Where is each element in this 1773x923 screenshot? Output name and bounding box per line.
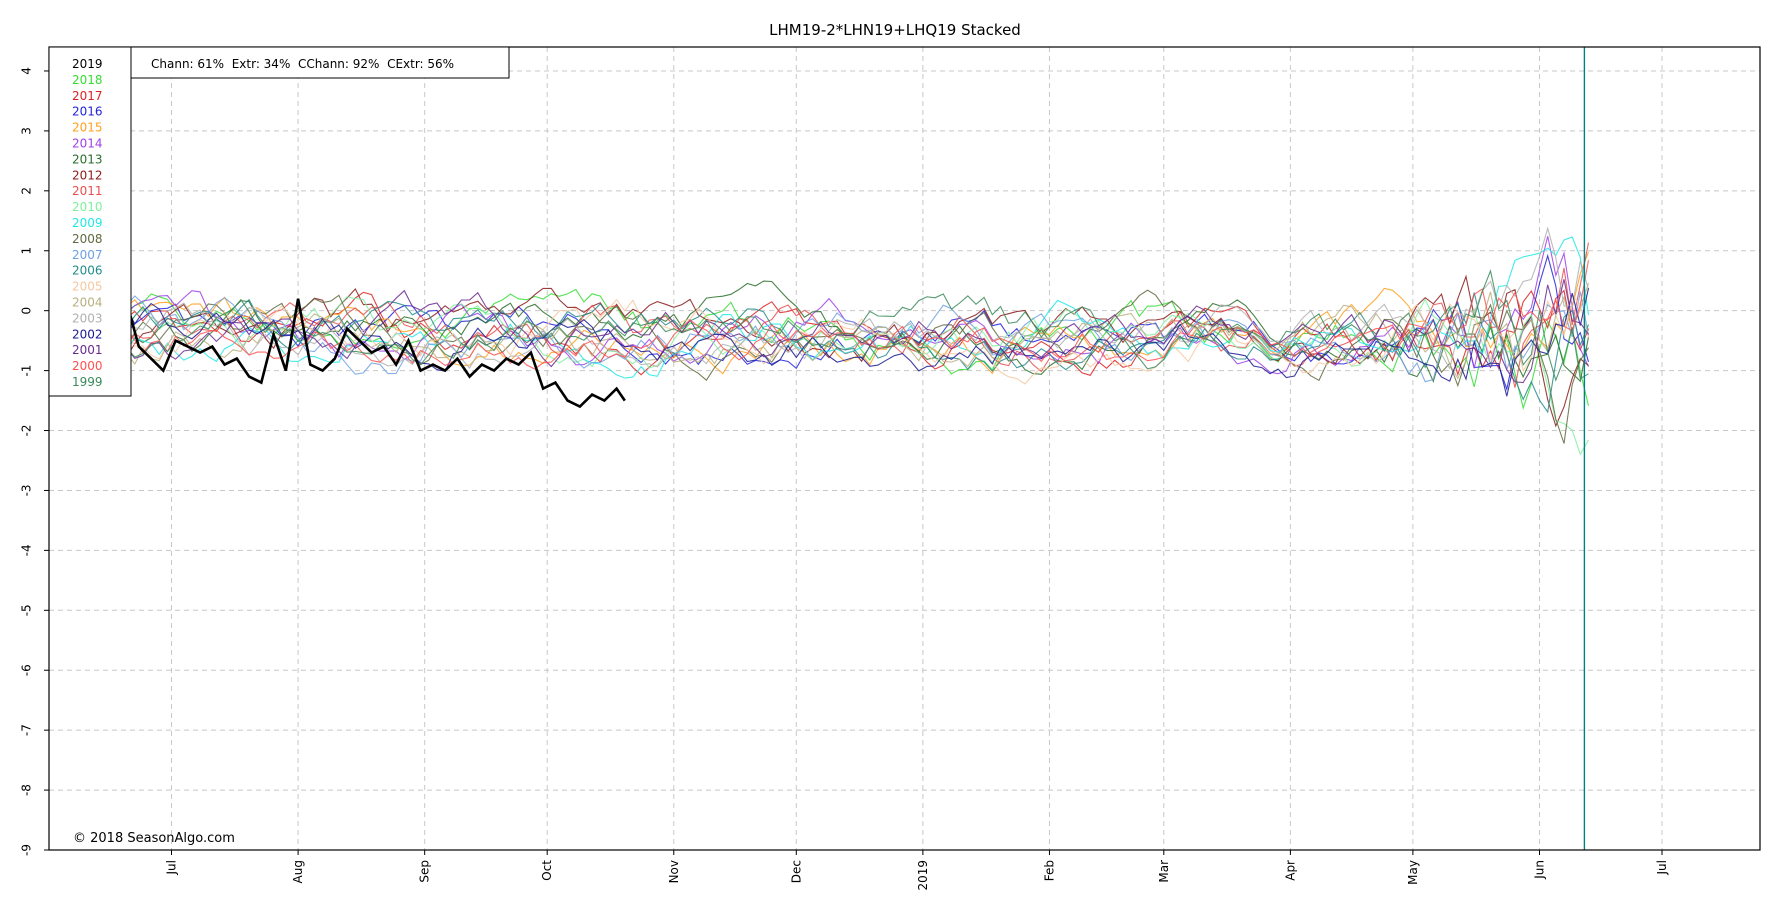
x-tick-label: Mar	[1157, 860, 1171, 883]
x-tick-label: Oct	[540, 860, 554, 881]
legend-entry-2003: 2003	[72, 311, 103, 325]
copyright-text: © 2018 SeasonAlgo.com	[73, 831, 235, 846]
x-tick-label: Aug	[291, 860, 305, 883]
stats-text: Chann: 61% Extr: 34% CChann: 92% CExtr: …	[151, 57, 454, 71]
legend-entry-2019: 2019	[72, 57, 103, 71]
legend-entry-2013: 2013	[72, 152, 103, 166]
legend-entry-2008: 2008	[72, 232, 103, 246]
y-tick-label: -1	[20, 365, 34, 377]
y-tick-label: 1	[20, 247, 34, 255]
series-line-2015	[85, 251, 1590, 375]
y-tick-label: -9	[20, 844, 34, 856]
series-line-1999	[85, 269, 1589, 382]
legend-entry-2001: 2001	[72, 343, 103, 357]
y-tick-label: -4	[20, 544, 34, 556]
x-tick-label: May	[1406, 860, 1420, 885]
legend-entry-2018: 2018	[72, 73, 103, 87]
y-tick-label: 4	[20, 67, 34, 75]
legend-entry-2010: 2010	[72, 200, 103, 214]
series-line-2005	[85, 294, 1590, 385]
x-tick-label: Nov	[667, 860, 681, 883]
x-axis: Jul Aug Sep Oct Nov Dec 2019 Feb Mar Apr May Jun Jul	[165, 850, 1669, 891]
stats-box: Chann: 61% Extr: 34% CChann: 92% CExtr: …	[130, 46, 510, 79]
y-tick-label: -5	[20, 604, 34, 616]
legend-entry-2014: 2014	[72, 137, 103, 151]
legend-entry-2017: 2017	[72, 89, 103, 103]
legend-entry-2009: 2009	[72, 216, 103, 230]
y-axis: 4 3 2 1 0 -1 -2 -3 -4 -5 -6 -7 -8 -9	[20, 67, 49, 856]
legend-entry-2006: 2006	[72, 264, 103, 278]
x-tick-label: Apr	[1283, 860, 1297, 881]
legend-box	[48, 46, 132, 397]
series-line-2017	[85, 289, 1590, 377]
x-tick-label: Feb	[1042, 860, 1056, 881]
legend-entry-2004: 2004	[72, 296, 103, 310]
legend-entry-2016: 2016	[72, 105, 103, 119]
series-line-2003	[85, 226, 1590, 370]
x-tick-label: Jul	[1655, 860, 1669, 875]
legend-entry-2000: 2000	[72, 359, 103, 373]
series-line-2010	[85, 296, 1589, 456]
series-line-2006	[85, 292, 1590, 414]
x-tick-label: Sep	[418, 860, 432, 883]
series-line-2002	[85, 288, 1590, 397]
y-tick-label: -8	[20, 784, 34, 796]
legend-entry-2007: 2007	[72, 248, 103, 262]
chart-title: LHM19-2*LHN19+LHQ19 Stacked	[769, 21, 1021, 39]
x-tick-label: Jul	[165, 860, 179, 875]
legend-entry-2005: 2005	[72, 280, 103, 294]
series-line-2019	[89, 298, 626, 409]
series-line-2000	[85, 260, 1590, 370]
legend-entry-2012: 2012	[72, 168, 103, 182]
series-line-2008	[85, 289, 1589, 444]
legend-entry-1999: 1999	[72, 375, 103, 389]
x-tick-label: Jun	[1532, 860, 1546, 880]
series-line-2009	[85, 236, 1590, 379]
y-tick-label: -7	[20, 724, 34, 736]
legend-entry-2011: 2011	[72, 184, 103, 198]
stats-box-frame	[130, 46, 510, 79]
legend-entry-2002: 2002	[72, 327, 103, 341]
y-tick-label: -3	[20, 484, 34, 496]
legend-entry-2015: 2015	[72, 121, 103, 135]
y-tick-label: 2	[20, 187, 34, 195]
y-tick-label: 3	[20, 127, 34, 135]
y-tick-label: 0	[20, 307, 34, 315]
x-tick-label: Dec	[789, 860, 803, 883]
x-tick-label: 2019	[916, 860, 930, 891]
series-lines	[85, 226, 1590, 456]
y-tick-label: -6	[20, 664, 34, 676]
y-tick-label: -2	[20, 425, 34, 437]
plot-frame	[48, 46, 1761, 851]
